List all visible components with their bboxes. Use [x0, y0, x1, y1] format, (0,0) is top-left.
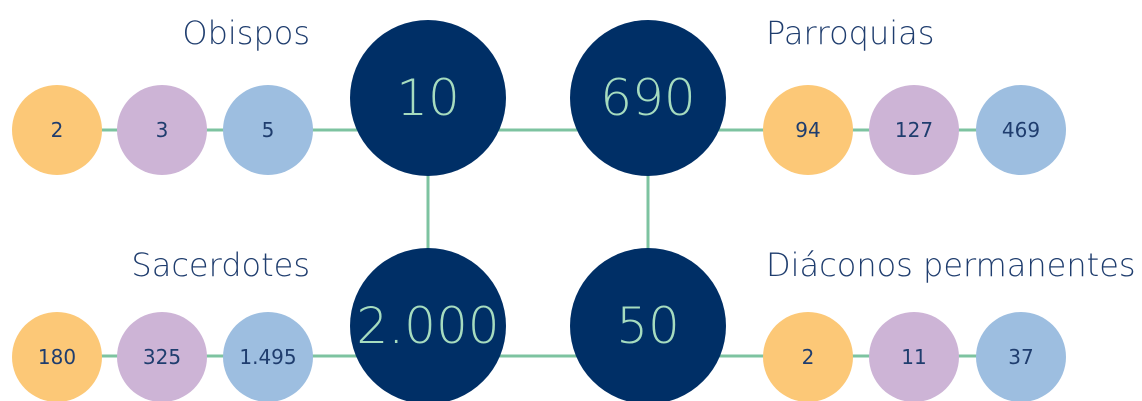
total-value: 10	[396, 69, 460, 127]
group-title: Sacerdotes	[131, 246, 310, 284]
total-circle	[570, 20, 726, 176]
item-value: 1.495	[239, 345, 296, 369]
item-circle	[12, 85, 102, 175]
item-value: 2	[802, 345, 815, 369]
item-value: 2	[51, 118, 64, 142]
total-value: 2.000	[356, 297, 499, 355]
group-title: Parroquias	[766, 14, 934, 52]
item-circle	[12, 312, 102, 401]
groups: 10 Obispos 2 3 5 690 Parroquias 94 127 469 2.000 Sa…	[12, 14, 1136, 401]
item-circle	[763, 85, 853, 175]
group-title: Diáconos permanentes	[766, 246, 1136, 284]
item-value: 37	[1008, 345, 1033, 369]
item-circle	[117, 85, 207, 175]
total-circle	[350, 20, 506, 176]
item-value: 94	[795, 118, 820, 142]
item-value: 3	[156, 118, 169, 142]
item-value: 11	[901, 345, 926, 369]
item-value: 325	[143, 345, 181, 369]
item-circle	[869, 85, 959, 175]
total-value: 690	[600, 69, 695, 127]
item-value: 127	[895, 118, 933, 142]
item-value: 469	[1002, 118, 1040, 142]
total-value: 50	[616, 297, 680, 355]
item-circle	[117, 312, 207, 401]
item-circle	[223, 312, 313, 401]
item-circle	[763, 312, 853, 401]
item-value: 180	[38, 345, 76, 369]
item-value: 5	[262, 118, 275, 142]
item-circle	[976, 312, 1066, 401]
item-circle	[223, 85, 313, 175]
item-circle	[976, 85, 1066, 175]
group-title: Obispos	[182, 14, 310, 52]
total-circle	[350, 248, 506, 401]
item-circle	[869, 312, 959, 401]
total-circle	[570, 248, 726, 401]
